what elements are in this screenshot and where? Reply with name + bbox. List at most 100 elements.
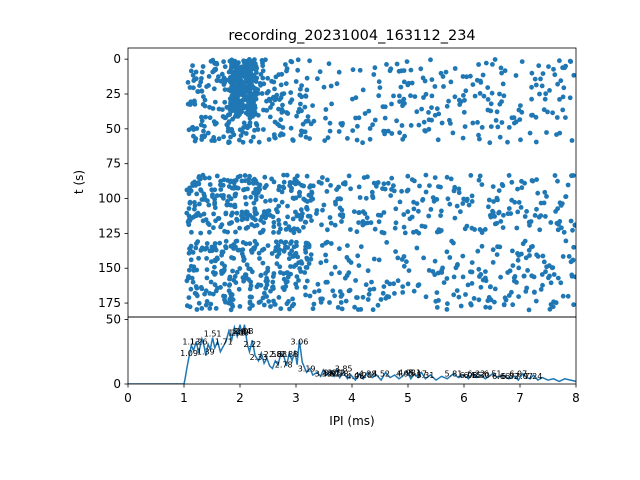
raster-point <box>405 173 411 179</box>
raster-point <box>348 260 354 265</box>
raster-point <box>316 179 322 185</box>
raster-point <box>566 254 572 259</box>
raster-point <box>434 305 440 310</box>
raster-point <box>310 183 316 189</box>
raster-point <box>353 115 358 121</box>
raster-point <box>444 103 450 109</box>
raster-point <box>193 69 199 75</box>
peak-label: 4.20 <box>354 371 372 380</box>
raster-point <box>441 280 447 285</box>
raster-point <box>409 177 415 183</box>
raster-point <box>411 288 417 294</box>
raster-point <box>397 93 402 99</box>
raster-point <box>260 295 266 301</box>
raster-point <box>204 299 210 304</box>
raster-point <box>476 132 481 138</box>
raster-point <box>370 307 376 313</box>
raster-point <box>528 244 534 250</box>
raster-point <box>270 274 276 279</box>
raster-point <box>276 230 282 235</box>
raster-point <box>535 190 541 196</box>
raster-point <box>209 138 215 144</box>
raster-point <box>516 265 522 271</box>
raster-point <box>418 66 424 72</box>
raster-point <box>450 130 456 136</box>
raster-point <box>544 264 549 270</box>
raster-point <box>466 202 472 208</box>
raster-point <box>213 270 218 276</box>
raster-point <box>351 209 357 215</box>
raster-point <box>423 294 429 300</box>
raster-point <box>232 193 238 199</box>
raster-point <box>309 218 314 224</box>
raster-point <box>490 260 496 265</box>
raster-point <box>237 225 243 231</box>
raster-point <box>460 201 466 206</box>
raster-point <box>191 133 196 139</box>
raster-point <box>560 293 566 299</box>
raster-point <box>407 216 413 222</box>
raster-point <box>557 97 562 102</box>
raster-point <box>212 187 218 193</box>
raster-point <box>478 80 484 85</box>
raster-point <box>389 175 395 181</box>
raster-point <box>485 97 491 102</box>
raster-point <box>367 126 373 131</box>
raster-point <box>251 134 256 140</box>
raster-point <box>212 200 218 206</box>
raster-point <box>542 189 548 195</box>
raster-point <box>560 107 566 113</box>
raster-point <box>327 120 333 126</box>
raster-point <box>381 284 387 289</box>
peak-label: 5.81 <box>444 370 462 379</box>
raster-point <box>261 209 267 215</box>
raster-point <box>475 248 481 254</box>
raster-point <box>306 261 312 266</box>
raster-point <box>187 200 193 206</box>
raster-point <box>429 93 435 99</box>
raster-point <box>358 244 364 250</box>
raster-point <box>249 222 255 227</box>
raster-point <box>468 301 473 306</box>
raster-point <box>426 268 432 273</box>
raster-point <box>389 187 394 192</box>
raster-point <box>401 254 407 259</box>
raster-point <box>278 306 284 311</box>
raster-point <box>305 213 311 219</box>
raster-point <box>186 127 192 133</box>
raster-point <box>416 230 422 236</box>
raster-point <box>370 193 375 199</box>
raster-point <box>490 62 495 67</box>
peak-label: 1.51 <box>204 330 222 339</box>
raster-point <box>371 256 377 262</box>
raster-point <box>265 75 271 81</box>
raster-point <box>376 257 382 263</box>
raster-point <box>304 265 310 270</box>
raster-point <box>362 111 368 116</box>
peak-label: 6.08 <box>460 371 478 380</box>
raster-point <box>267 114 273 120</box>
raster-point <box>186 295 192 300</box>
raster-point <box>269 78 274 84</box>
raster-point <box>251 245 256 251</box>
raster-point <box>560 254 566 259</box>
raster-point <box>411 229 416 235</box>
raster-point <box>186 250 192 256</box>
raster-point <box>532 76 538 82</box>
raster-point <box>267 198 273 203</box>
raster-point <box>221 293 226 299</box>
raster-point <box>228 98 234 104</box>
raster-point <box>372 226 378 232</box>
raster-point <box>229 185 235 191</box>
peak-label: 4.98 <box>398 368 416 377</box>
raster-point <box>273 74 279 80</box>
raster-point <box>350 67 356 73</box>
raster-point <box>259 194 264 200</box>
raster-point <box>202 246 208 252</box>
raster-point <box>400 290 406 295</box>
y-tick-label: 150 <box>98 261 121 275</box>
raster-point <box>279 91 285 97</box>
raster-point <box>492 221 498 227</box>
peak-label: 2.68 <box>269 350 287 359</box>
raster-point <box>360 87 366 93</box>
